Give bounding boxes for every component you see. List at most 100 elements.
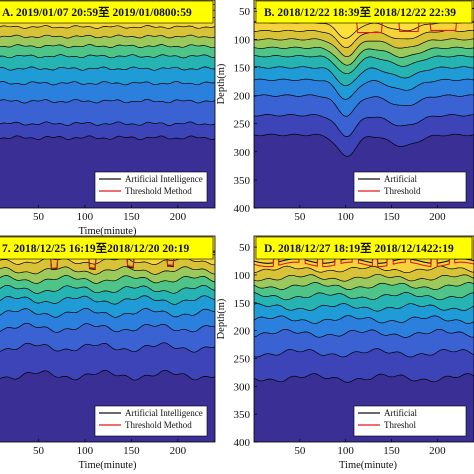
legend-label: Artificial [384,408,417,418]
contour-line [254,55,474,75]
panel-frame [0,235,216,443]
contour-line [254,315,474,324]
contour-line [0,135,215,141]
y-tick-label: 100 [234,34,251,46]
y-tick-label: 150 [234,62,251,74]
panel-title: D. 2018/12/27 18:19至 2018/12/1422:19 [264,242,454,255]
contour-line [0,81,215,86]
x-tick-label: 50 [33,211,45,223]
y-tick-label: 250 [234,119,251,131]
contour-line [0,284,215,294]
contour-line [254,46,474,66]
panel-frame [253,0,474,209]
x-tick-label: 200 [429,445,446,457]
chart-panel-d: D. 2018/12/27 18:19至 2018/12/1422:19 Arti… [216,235,474,471]
contour-line [254,373,474,383]
legend-box [94,405,208,437]
contour-line [254,133,474,157]
legend-box [353,171,467,203]
x-axis-label: Time(minute) [339,460,397,471]
y-tick-label: 200 [234,91,251,103]
panel-title: B. 2018/12/22 18:39至 2018/12/22 22:39 [264,6,456,19]
contour-line [0,266,215,275]
contour-line [0,274,215,284]
x-tick-label: 100 [337,445,354,457]
contour-line [254,114,474,137]
contour-line [0,307,215,318]
legend-box [353,405,467,437]
contour-line [0,99,215,104]
y-tick-label: 400 [234,437,251,449]
panel-title-box [0,0,214,24]
panel-frame [253,235,474,443]
contour-line [254,38,474,58]
panel-frame [0,0,216,209]
x-tick-label: 150 [123,211,140,223]
panel-title: A. 2019/01/07 20:59至 2019/01/0800:59 [2,6,192,19]
panel-title-box [255,236,473,260]
legend-label: Artificial Intelligence [125,174,203,184]
legend-label: Threshold Method [125,186,192,196]
contour-line [0,25,215,29]
chart-panel-a: A. 2019/01/07 20:59至 2019/01/0800:59 Arti… [0,0,216,237]
x-tick-label: 50 [294,211,306,223]
y-tick-label: 400 [234,203,251,215]
contour-line [0,66,215,71]
y-tick-label: 50 [239,6,251,18]
contour-line [254,328,474,338]
legend-label: Artificial Intelligence [125,408,203,418]
y-tick-label: 100 [234,270,251,282]
y-axis-label: Depth(m) [216,298,227,339]
y-tick-label: 350 [234,409,251,421]
x-tick-label: 150 [383,445,400,457]
panel-title-box [255,0,473,24]
contour-line [254,273,474,282]
x-tick-label: 50 [33,445,45,457]
legend-label: Artificial [384,174,417,184]
contour-line [0,44,215,49]
x-tick-label: 100 [77,445,94,457]
y-tick-label: 300 [234,381,251,393]
x-tick-label: 200 [429,211,446,223]
y-tick-label: 200 [234,326,251,338]
contour-line [254,78,474,100]
contour-line [0,121,215,126]
contour-line [0,342,215,353]
legend-label: Threshol [384,420,416,430]
x-tick-label: 150 [383,211,400,223]
contour-line [254,348,474,358]
legend-label: Threshold Method [125,420,192,430]
contour-line [254,94,474,117]
y-axis-label: Depth(m) [216,63,227,104]
contour-line [0,295,215,305]
contour-line [254,66,474,87]
chart-panel-c: 7. 2018/12/25 16:19至2018/12/20 20:19 Arti… [0,235,216,471]
chart-panel-b: B. 2018/12/22 18:39至 2018/12/22 22:39 Art… [216,0,474,223]
contour-line [254,303,474,312]
x-tick-label: 150 [123,445,140,457]
x-tick-label: 200 [170,445,187,457]
x-tick-label: 100 [337,211,354,223]
contour-line [254,282,474,290]
x-tick-label: 200 [170,211,187,223]
contour-line [0,322,215,333]
y-tick-label: 150 [234,298,251,310]
contour-line [0,34,215,39]
x-tick-label: 100 [77,211,94,223]
contour-line [0,54,215,59]
contour-line [0,369,215,381]
contour-line [254,292,474,301]
y-tick-label: 300 [234,147,251,159]
x-tick-label: 50 [294,445,306,457]
series-line-1 [254,242,474,268]
panel-title: 7. 2018/12/25 16:19至2018/12/20 20:19 [2,242,189,255]
x-axis-label: Time(minute) [79,460,137,471]
legend-label: Threshold [384,186,421,196]
x-axis-label: Time(minute) [79,226,137,237]
legend-box [94,171,208,203]
panel-title-box [0,236,214,260]
y-tick-label: 250 [234,353,251,365]
y-tick-label: 350 [234,175,251,187]
contour-line [254,29,474,49]
